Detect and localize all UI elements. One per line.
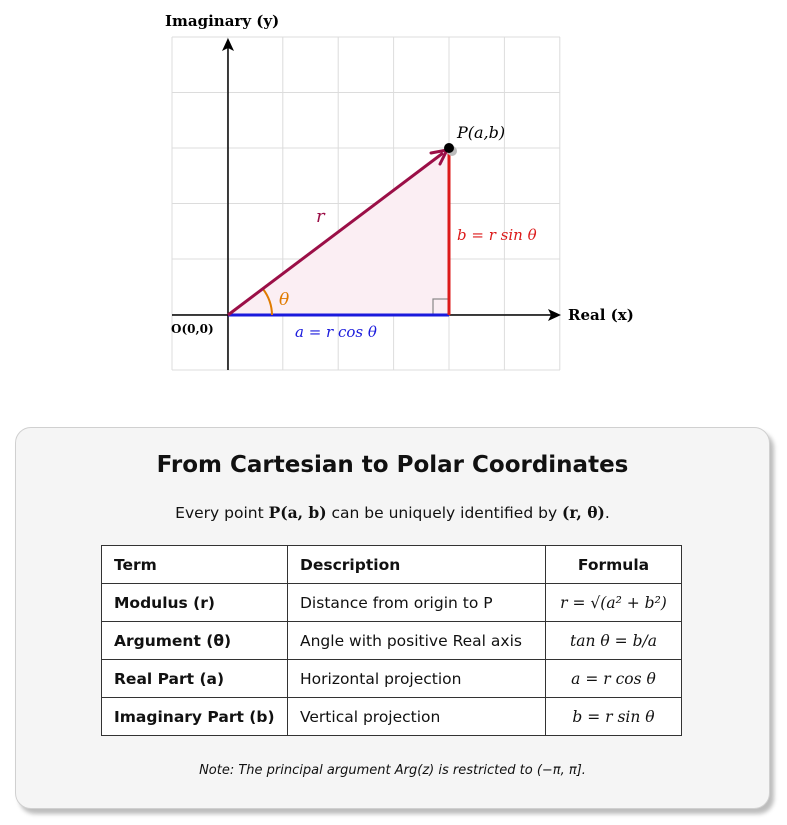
header-formula: Formula (545, 545, 682, 584)
table-row: Argument (θ) Angle with positive Real axi… (101, 621, 682, 660)
table-row: Real Part (a) Horizontal projection a = r … (101, 659, 682, 698)
formula-cell: a = r cos θ (545, 659, 682, 698)
description-cell: Horizontal projection (287, 659, 546, 698)
origin-label: O(0,0) (171, 322, 214, 336)
card-subtitle: Every point P(a, b) can be uniquely iden… (16, 503, 769, 522)
subtitle-text: Every point (175, 504, 269, 522)
x-axis-arrow-icon (548, 309, 561, 321)
card-note: Note: The principal argument Arg(z) is r… (199, 763, 586, 778)
grid (171, 36, 561, 371)
term-cell: Imaginary Part (b) (114, 707, 275, 726)
angle-label: θ (279, 290, 289, 310)
subtitle-polar: (r, θ) (562, 503, 605, 522)
x-axis-label: Real (x) (568, 306, 634, 324)
y-axis-label: Imaginary (y) (165, 12, 279, 30)
table-header-row: Term Description Formula (101, 545, 682, 584)
table-row: Imaginary Part (b) Vertical projection b =… (101, 697, 682, 736)
opposite-label: b = r sin θ (457, 226, 537, 244)
polar-diagram: Imaginary (y) Real (x) O(0,0) P(a,b) r θ… (165, 12, 634, 371)
formula-cell: b = r sin θ (545, 697, 682, 736)
description-cell: Angle with positive Real axis (287, 621, 546, 660)
point-p (444, 143, 454, 153)
term-cell: Modulus (r) (114, 593, 215, 612)
term-cell: Argument (θ) (114, 631, 232, 650)
terms-table: Term Description Formula Modulus (r) Dist… (101, 545, 682, 736)
info-card: From Cartesian to Polar Coordinates Ever… (15, 427, 770, 809)
card-title: From Cartesian to Polar Coordinates (156, 452, 629, 478)
subtitle-point: P(a, b) (268, 503, 327, 522)
vector-r (227, 151, 444, 317)
adjacent-label: a = r cos θ (295, 323, 377, 341)
description-cell: Vertical projection (287, 697, 546, 736)
vector-arrow-icon (429, 148, 449, 166)
angle-arc (262, 288, 273, 316)
vector-label: r (316, 206, 326, 227)
term-cell: Real Part (a) (114, 669, 225, 688)
subtitle-text: can be uniquely identified by (326, 504, 563, 522)
y-axis-arrow-icon (222, 38, 234, 51)
description-cell: Distance from origin to P (287, 583, 546, 622)
point-label: P(a,b) (456, 123, 505, 142)
header-term: Term (101, 545, 288, 584)
header-description: Description (287, 545, 546, 584)
formula-cell: tan θ = b/a (545, 621, 682, 660)
formula-cell: r = √(a² + b²) (545, 583, 682, 622)
subtitle-text: . (604, 504, 610, 522)
